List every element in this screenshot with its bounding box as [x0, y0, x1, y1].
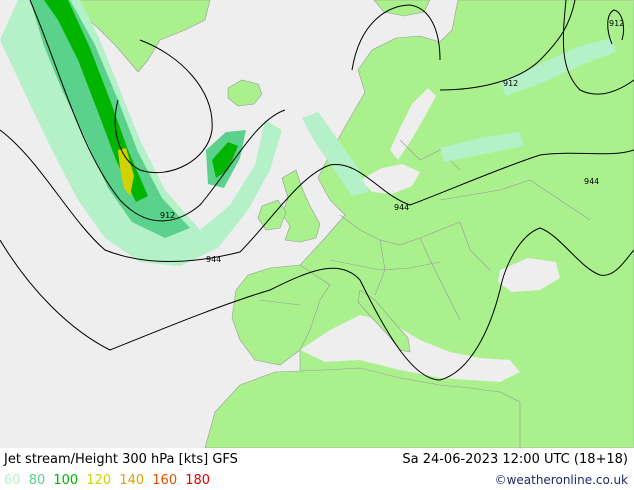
sea-bothnia [390, 88, 436, 160]
weather-map: 912 912 912 944 944 944 [0, 0, 634, 449]
jet-60kt-band-northeast [500, 38, 616, 96]
contour-912-greenland [114, 39, 213, 174]
contour-label: 912 [160, 211, 175, 220]
contour-label: 944 [584, 177, 599, 186]
wind-speed-legend: 60 80 100 120 140 160 180 [4, 473, 214, 488]
legend-item: 120 [86, 473, 112, 488]
contour-912-north [351, 4, 441, 71]
legend-item: 80 [28, 473, 46, 488]
contour-label: 912 [609, 19, 624, 28]
contour-label: 944 [206, 255, 221, 264]
height-contours [0, 0, 634, 381]
credit-link[interactable]: ©weatheronline.co.uk [494, 473, 628, 487]
contour-912-ne-loop [607, 9, 625, 45]
map-footer: Jet stream/Height 300 hPa [kts] GFS Sa 2… [0, 448, 634, 490]
contour-944-main [0, 129, 634, 262]
country-borders [259, 139, 591, 321]
jet-60kt-band-east [302, 112, 368, 196]
contour-912-east [562, 0, 634, 95]
jet-60kt-band-east2 [440, 132, 524, 162]
land-svalbard [373, 0, 431, 17]
legend-item: 100 [53, 473, 79, 488]
jet-120kt-band [118, 148, 134, 196]
sea-mediterranean [300, 315, 520, 382]
sea-black [498, 258, 560, 292]
legend-item: 160 [152, 473, 178, 488]
map-title: Jet stream/Height 300 hPa [kts] GFS [4, 452, 238, 467]
land-africa [204, 367, 521, 449]
sea-baltic [360, 164, 420, 194]
legend-item: 60 [4, 473, 21, 488]
land-iceland [227, 79, 263, 107]
valid-time: Sa 24-06-2023 12:00 UTC (18+18) [402, 452, 628, 467]
contour-912-west [29, 0, 286, 222]
contour-label: 912 [503, 79, 518, 88]
legend-item: 140 [119, 473, 145, 488]
land-italy [357, 289, 411, 353]
contour-944-south [0, 227, 634, 381]
jet-100kt-band-east [212, 142, 238, 178]
contour-912-northeast [439, 0, 576, 91]
contour-labels: 912 912 912 944 944 944 [160, 19, 624, 264]
legend-item: 180 [185, 473, 211, 488]
contour-label: 944 [394, 203, 409, 212]
land-iberia [231, 264, 331, 366]
